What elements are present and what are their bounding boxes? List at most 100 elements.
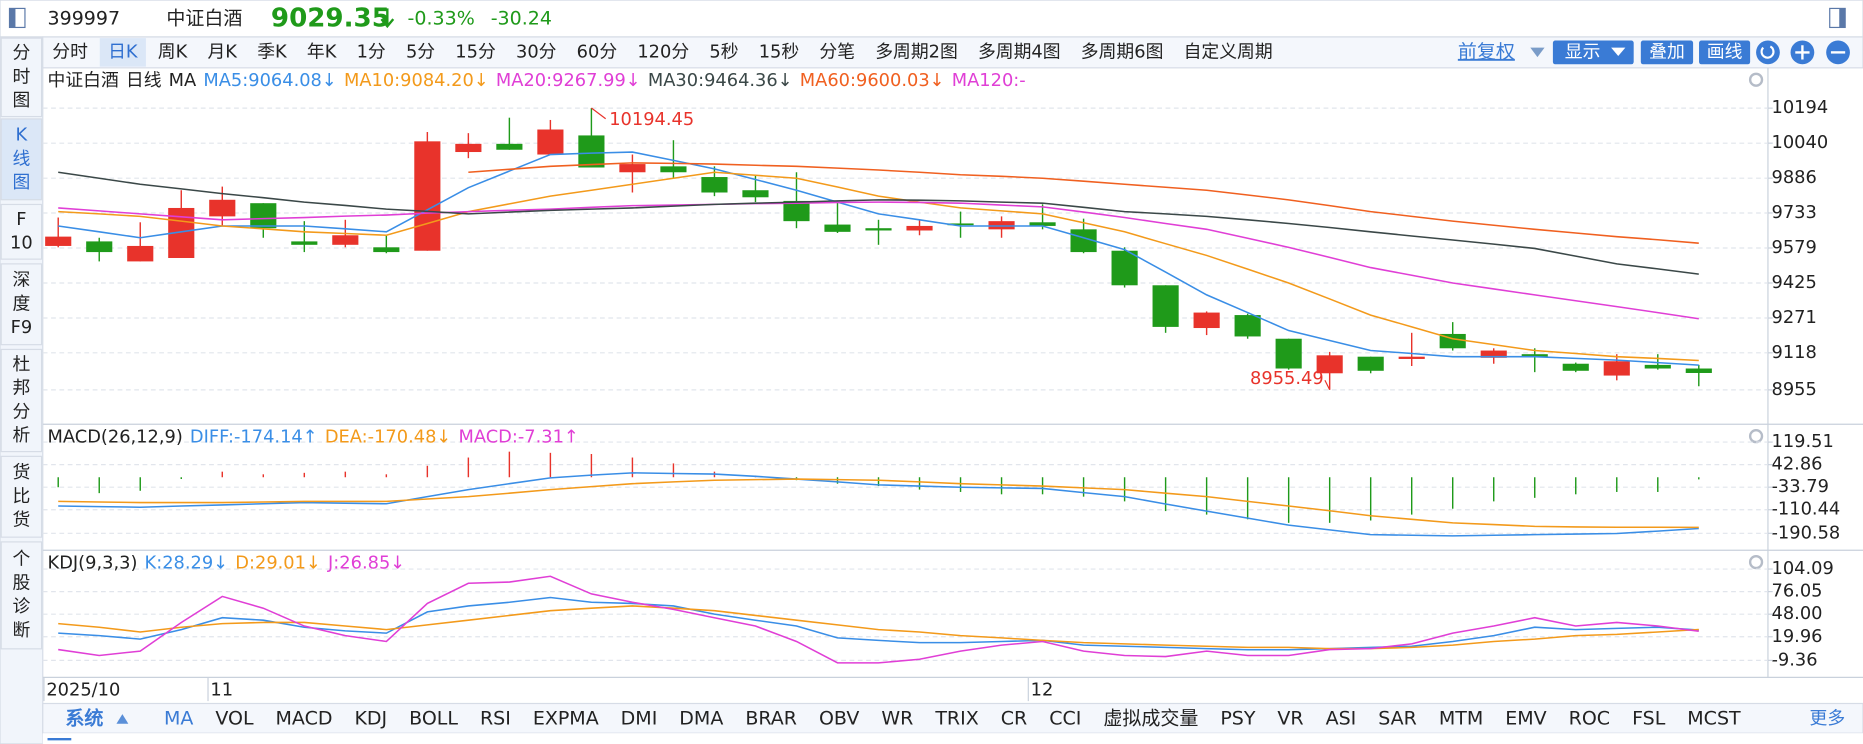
indicator-tab[interactable]: PSY: [1220, 707, 1256, 729]
legend-item: DEA:-170.48↓: [325, 426, 452, 447]
indicator-line: [58, 605, 1699, 650]
period-tab[interactable]: 多周期6图: [1081, 41, 1164, 62]
period-tab[interactable]: 1分: [357, 41, 386, 62]
footer-strip: [42, 733, 1863, 744]
period-tab[interactable]: 日K: [108, 41, 139, 62]
indicator-tab[interactable]: KDJ: [354, 707, 387, 729]
indicator-tab[interactable]: OBV: [819, 707, 859, 729]
indicator-tab[interactable]: CR: [1001, 707, 1027, 729]
gear-icon[interactable]: [1748, 554, 1764, 570]
indicator-tab[interactable]: SAR: [1378, 707, 1417, 729]
indicator-tab[interactable]: MTM: [1439, 707, 1483, 729]
period-tab[interactable]: 周K: [158, 41, 189, 62]
candle-body: [209, 199, 236, 217]
side-tab-label: 比: [12, 486, 30, 507]
refresh-button[interactable]: [1756, 40, 1780, 65]
candle-body: [250, 203, 277, 229]
period-tab[interactable]: 30分: [516, 41, 557, 62]
toolbar-button[interactable]: [1552, 40, 1634, 65]
period-tab[interactable]: 季K: [257, 41, 288, 62]
period-tab[interactable]: 年K: [307, 41, 338, 62]
period-tab[interactable]: 120分: [637, 41, 689, 62]
window-icon-fill: [9, 8, 16, 28]
period-tab[interactable]: 15分: [455, 41, 496, 62]
indicator-tab[interactable]: WR: [881, 707, 913, 729]
candle-body: [578, 135, 605, 168]
side-tab-label: 邦: [12, 378, 30, 399]
header-bar: [0, 0, 1863, 38]
legend-item: K:28.29↓: [145, 552, 229, 573]
change: -30.24: [491, 8, 552, 30]
indicator-tab[interactable]: FSL: [1632, 707, 1666, 729]
indicator-tab[interactable]: CCI: [1049, 707, 1081, 729]
side-tab-label: 10: [10, 233, 33, 254]
indicator-tab[interactable]: MA: [164, 707, 193, 729]
y-tick-label: 48.00: [1772, 603, 1823, 624]
indicator-tab[interactable]: EXPMA: [533, 707, 599, 729]
indicator-line: [58, 201, 1699, 320]
indicator-tab[interactable]: BOLL: [409, 707, 458, 729]
x-tick-label: 2025/10: [46, 679, 120, 700]
indicator-tab[interactable]: DMA: [679, 707, 723, 729]
indicator-tab[interactable]: VOL: [215, 707, 254, 729]
indicator-bar: [42, 702, 1863, 734]
toolbar-button-label: 画线: [1707, 41, 1743, 62]
candle-body: [1603, 361, 1630, 376]
indicator-tab[interactable]: MCST: [1687, 707, 1741, 729]
candle-body: [1070, 229, 1097, 253]
indicator-tab[interactable]: VR: [1277, 707, 1303, 729]
side-tab[interactable]: [0, 263, 43, 346]
period-tab[interactable]: 自定义周期: [1184, 41, 1273, 62]
indicator-line: [58, 478, 1699, 529]
side-tab-label: 个: [12, 549, 30, 570]
period-tab[interactable]: 多周期4图: [978, 41, 1061, 62]
candle-body: [1644, 364, 1671, 369]
period-tab[interactable]: 60分: [577, 41, 618, 62]
toolbar-button[interactable]: [1640, 40, 1694, 65]
period-tab[interactable]: 分笔: [819, 41, 855, 62]
toolbar-button[interactable]: [1699, 40, 1751, 65]
window-icon-fill: [1839, 8, 1846, 28]
side-tab-label: 图: [12, 90, 30, 111]
indicator-tab[interactable]: 虚拟成交量: [1103, 707, 1198, 729]
indicator-line: [58, 472, 1699, 537]
period-tab[interactable]: 分时: [52, 41, 88, 62]
side-tab-selected[interactable]: [0, 118, 43, 201]
candle-body: [1685, 368, 1712, 373]
indicator-tab[interactable]: ROC: [1569, 707, 1610, 729]
period-tab[interactable]: 5秒: [709, 41, 738, 62]
indicator-tab[interactable]: EMV: [1505, 707, 1546, 729]
side-tab[interactable]: [0, 541, 43, 650]
y-tick-label: 9425: [1772, 272, 1817, 293]
indicator-tab[interactable]: TRIX: [934, 707, 978, 729]
gear-icon[interactable]: [1748, 72, 1764, 87]
system-menu[interactable]: 系统: [65, 706, 103, 729]
indicator-tab[interactable]: ASI: [1326, 707, 1357, 729]
legend-item: D:29.01↓: [235, 552, 321, 573]
side-tab[interactable]: [0, 348, 43, 453]
side-tab[interactable]: [0, 203, 43, 260]
indicator-tab[interactable]: DMI: [621, 707, 658, 729]
side-tab[interactable]: [0, 455, 43, 538]
panel-subtitle: 日线: [126, 70, 162, 91]
indicator-tab[interactable]: MACD: [276, 707, 333, 729]
dropdown-arrow[interactable]: [1530, 47, 1545, 58]
indicator-tab[interactable]: BRAR: [745, 707, 797, 729]
candle-body: [127, 245, 154, 262]
period-tab[interactable]: 15秒: [759, 41, 799, 62]
button-arrow: [1611, 47, 1626, 56]
x-tick-label: 11: [210, 679, 233, 700]
side-tab[interactable]: [0, 37, 43, 118]
indicator-tab[interactable]: RSI: [480, 707, 511, 729]
period-tab[interactable]: 月K: [207, 41, 238, 62]
side-tab-label: 度: [12, 293, 30, 314]
y-tick-label: -33.79: [1772, 476, 1829, 497]
y-tick-label: 9886: [1772, 167, 1817, 188]
adjust-select[interactable]: 前复权: [1458, 41, 1515, 63]
y-tick-label: 9733: [1772, 202, 1817, 223]
period-tab[interactable]: 5分: [406, 41, 435, 62]
period-tab[interactable]: 多周期2图: [875, 41, 958, 62]
more-link[interactable]: 更多: [1810, 708, 1846, 729]
system-arrow: [116, 714, 129, 724]
